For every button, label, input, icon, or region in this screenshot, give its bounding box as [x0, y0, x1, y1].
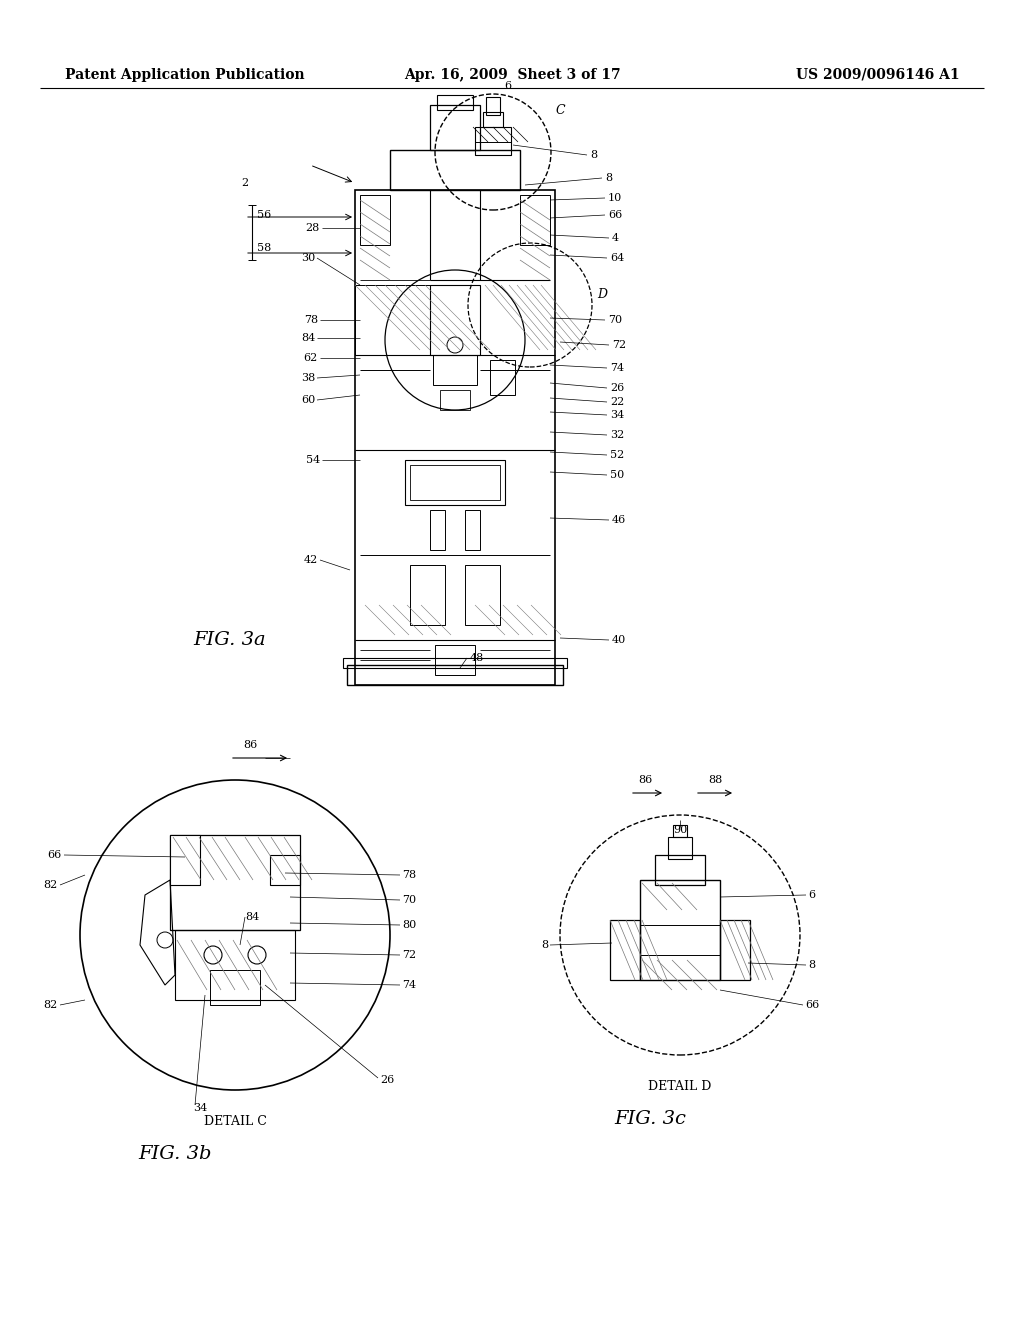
Bar	[170, 836, 300, 931]
Bar	[175, 931, 295, 1001]
Bar	[610, 920, 640, 979]
Text: 80: 80	[402, 920, 416, 931]
Text: 66: 66	[805, 1001, 819, 1010]
Text: Patent Application Publication: Patent Application Publication	[65, 69, 304, 82]
Text: C: C	[556, 104, 565, 117]
Text: 66: 66	[48, 850, 62, 861]
Bar	[406, 459, 505, 506]
Text: 72: 72	[402, 950, 416, 960]
Text: 48: 48	[470, 653, 484, 663]
Text: 4: 4	[612, 234, 620, 243]
Text: 82: 82	[44, 1001, 58, 1010]
Bar	[520, 195, 550, 246]
Text: 64: 64	[610, 253, 625, 263]
Bar	[355, 190, 555, 685]
Text: 72: 72	[612, 341, 626, 350]
Bar	[668, 837, 692, 859]
Text: 32: 32	[610, 430, 625, 440]
Bar	[390, 150, 520, 190]
Text: 62: 62	[304, 352, 318, 363]
Text: Apr. 16, 2009  Sheet 3 of 17: Apr. 16, 2009 Sheet 3 of 17	[403, 69, 621, 82]
Text: 78: 78	[304, 315, 318, 325]
Text: DETAIL C: DETAIL C	[204, 1115, 266, 1129]
Text: 2: 2	[242, 178, 249, 187]
Text: 84: 84	[301, 333, 315, 343]
Bar	[410, 565, 445, 624]
Text: 30: 30	[301, 253, 315, 263]
Bar	[433, 355, 477, 385]
Bar	[465, 565, 500, 624]
Text: 42: 42	[304, 554, 318, 565]
Text: 74: 74	[402, 979, 416, 990]
Text: 84: 84	[245, 912, 259, 921]
Text: 60: 60	[301, 395, 315, 405]
Bar	[640, 880, 720, 979]
Bar	[343, 657, 567, 668]
Bar	[655, 855, 705, 884]
Bar	[347, 665, 563, 685]
Text: 8: 8	[541, 940, 548, 950]
Bar	[170, 836, 200, 884]
Text: 28: 28	[306, 223, 319, 234]
Text: 38: 38	[301, 374, 315, 383]
Text: 52: 52	[610, 450, 625, 459]
Text: 78: 78	[402, 870, 416, 880]
Text: 22: 22	[610, 397, 625, 407]
Text: FIG. 3b: FIG. 3b	[138, 1144, 212, 1163]
Text: 6: 6	[808, 890, 815, 900]
Bar	[360, 195, 390, 246]
Bar	[430, 106, 480, 150]
Text: 90: 90	[673, 825, 687, 836]
Text: 8: 8	[590, 150, 597, 160]
Text: FIG. 3c: FIG. 3c	[614, 1110, 686, 1129]
Bar	[437, 95, 473, 110]
Text: D: D	[597, 289, 607, 301]
Bar	[435, 645, 475, 675]
Text: US 2009/0096146 A1: US 2009/0096146 A1	[797, 69, 961, 82]
Text: 10: 10	[608, 193, 623, 203]
Bar	[430, 510, 445, 550]
Bar	[475, 127, 511, 154]
Text: 8: 8	[808, 960, 815, 970]
Text: 66: 66	[608, 210, 623, 220]
Bar	[483, 112, 503, 127]
Text: 46: 46	[612, 515, 627, 525]
Bar	[673, 825, 687, 837]
Text: 70: 70	[402, 895, 416, 906]
Text: 86: 86	[243, 741, 257, 750]
Text: 74: 74	[610, 363, 624, 374]
Text: 34: 34	[610, 411, 625, 420]
Bar	[430, 285, 480, 355]
Text: 58: 58	[257, 243, 271, 253]
Text: 88: 88	[708, 775, 722, 785]
Text: 34: 34	[193, 1104, 207, 1113]
Text: 26: 26	[380, 1074, 394, 1085]
Text: 8: 8	[605, 173, 612, 183]
Bar	[270, 855, 300, 884]
Text: DETAIL D: DETAIL D	[648, 1080, 712, 1093]
Bar	[720, 920, 750, 979]
Bar	[410, 465, 500, 500]
Text: 86: 86	[638, 775, 652, 785]
Text: 56: 56	[257, 210, 271, 220]
Bar	[440, 389, 470, 411]
Text: 54: 54	[306, 455, 319, 465]
Text: FIG. 3a: FIG. 3a	[193, 631, 265, 649]
Text: 50: 50	[610, 470, 625, 480]
Text: 40: 40	[612, 635, 627, 645]
Text: 70: 70	[608, 315, 623, 325]
Bar	[210, 970, 260, 1005]
Bar	[486, 96, 500, 115]
Text: 26: 26	[610, 383, 625, 393]
Bar	[465, 510, 480, 550]
Text: 82: 82	[44, 880, 58, 890]
Bar	[490, 360, 515, 395]
Text: 6: 6	[505, 81, 512, 91]
